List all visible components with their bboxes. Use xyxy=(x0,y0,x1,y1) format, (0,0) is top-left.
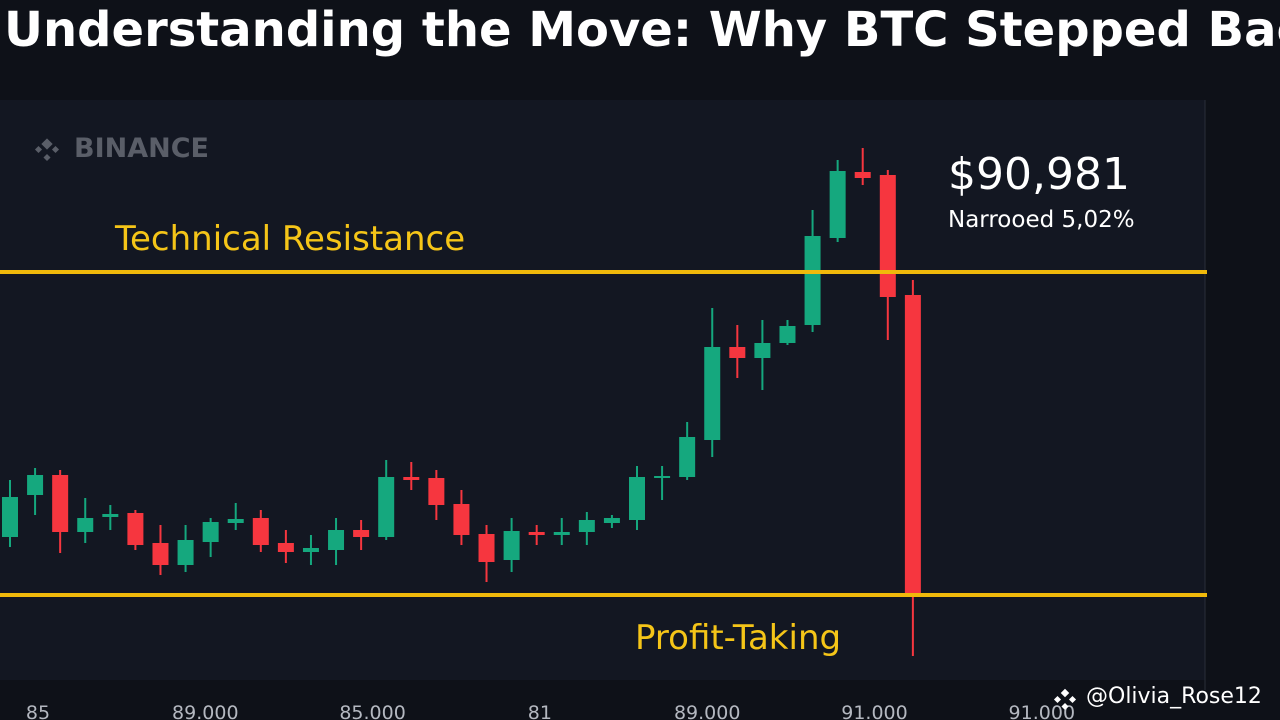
candle-body xyxy=(227,519,244,523)
candle-body xyxy=(277,543,294,552)
candle-body xyxy=(879,175,896,297)
candle-body xyxy=(77,518,94,532)
candle-body xyxy=(152,543,169,565)
candle-body xyxy=(679,437,696,477)
candle-body xyxy=(27,475,44,495)
candle-body xyxy=(177,540,194,565)
price-note: Narrooed 5,02% xyxy=(948,207,1135,233)
candle-body xyxy=(378,477,395,537)
candle-body xyxy=(804,236,821,325)
candle-body xyxy=(353,530,370,537)
price-label: $90,981 xyxy=(948,149,1130,200)
chart-title: Understanding the Move: Why BTC Stepped … xyxy=(4,2,1280,58)
candle-body xyxy=(52,475,69,532)
candle-body xyxy=(578,520,595,532)
candle-body xyxy=(127,513,144,545)
watermark: BINANCE xyxy=(74,133,209,164)
candle-body xyxy=(328,530,345,550)
candle-body xyxy=(904,295,921,594)
candle-body xyxy=(729,347,746,358)
candle-body xyxy=(629,477,645,520)
candle-body xyxy=(453,504,470,535)
x-tick-label: 91.000 xyxy=(1009,702,1075,720)
x-tick-label: 81 xyxy=(528,702,552,720)
plot: Technical Resistance Profit-Taking 85 89.00… xyxy=(0,148,1207,720)
candle-body xyxy=(202,522,219,542)
candle-body xyxy=(603,518,620,523)
x-tick-label: 85.000 xyxy=(339,702,405,720)
candle-body xyxy=(252,518,269,545)
candle-body xyxy=(302,548,319,552)
candle-body xyxy=(428,478,445,505)
credit: @Olivia_Rose12 xyxy=(1086,684,1262,709)
candle-body xyxy=(503,531,520,560)
candle-body xyxy=(654,476,671,478)
candle-body xyxy=(528,532,545,535)
watermark-logo xyxy=(34,138,60,162)
candle-body xyxy=(779,326,796,343)
plot-area xyxy=(0,100,1205,680)
level-label: Technical Resistance xyxy=(114,219,465,259)
x-tick-label: 89.000 xyxy=(172,702,238,720)
x-tick-label: 89.000 xyxy=(674,702,740,720)
candle-body xyxy=(754,343,771,358)
candle-body xyxy=(829,171,846,238)
candle-body xyxy=(403,477,420,480)
candle-body xyxy=(2,497,18,537)
candle-body xyxy=(478,534,495,562)
x-tick-label: 91.000 xyxy=(841,702,907,720)
level-label: Profit-Taking xyxy=(635,618,841,658)
candle-body xyxy=(553,532,570,535)
candle-body xyxy=(102,514,119,517)
candle-body xyxy=(854,172,871,178)
x-tick-label: 85 xyxy=(26,702,50,720)
candle-body xyxy=(704,347,721,440)
